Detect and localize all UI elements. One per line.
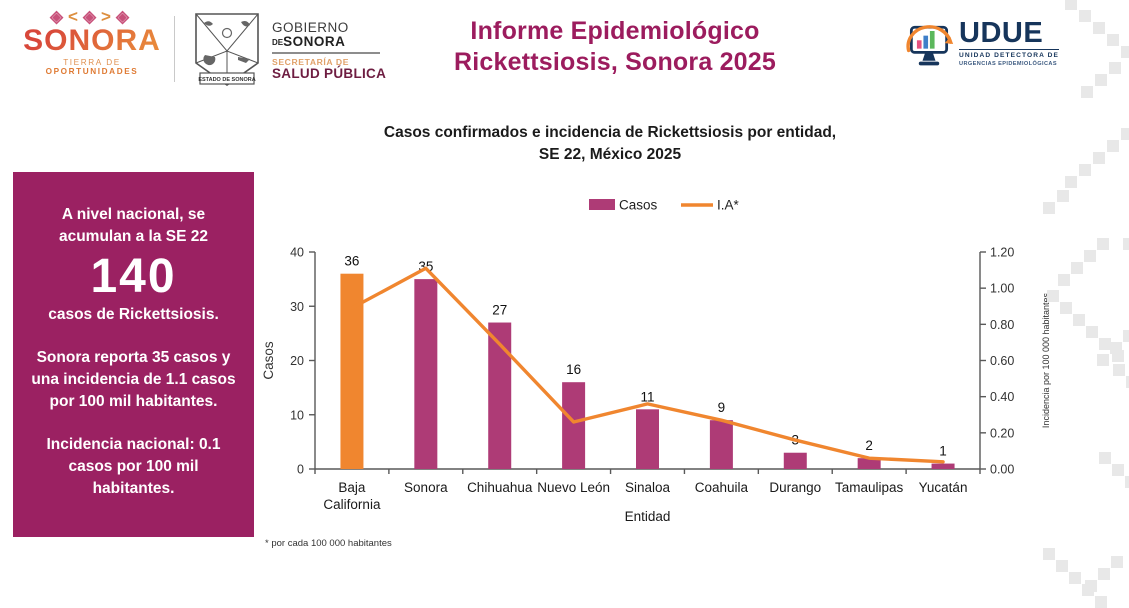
gov-line1: GOBIERNO: [272, 20, 349, 35]
seal-caption: ESTADO DE SONORA: [198, 77, 255, 83]
gov-divider-rule: [272, 52, 380, 55]
svg-text:1: 1: [939, 444, 947, 459]
svg-text:0.80: 0.80: [990, 318, 1014, 332]
brand-tagline: TIERRA DE OPORTUNIDADES: [16, 58, 168, 76]
ornament-glyph: <: [68, 7, 83, 26]
gov-line4: SALUD PÚBLICA: [272, 66, 387, 82]
svg-text:27: 27: [492, 303, 507, 318]
bar-7: [857, 458, 881, 469]
udue-subtitle-line1: UNIDAD DETECTORA DE: [959, 52, 1060, 60]
svg-text:Sinaloa: Sinaloa: [625, 480, 671, 495]
page-title: Informe Epidemiológico Rickettsiosis, So…: [392, 16, 838, 79]
svg-text:0.00: 0.00: [990, 463, 1014, 477]
sonora-state-seal-icon: ESTADO DE SONORA: [195, 13, 259, 86]
diamond-ornament-icon: ◈<◈>◈: [16, 8, 168, 25]
svg-text:Casos: Casos: [261, 341, 276, 380]
svg-text:I.A*: I.A*: [717, 198, 740, 213]
ornament-glyph: ◈: [49, 7, 69, 26]
svg-text:Incidencia por 100 000 habitan: Incidencia por 100 000 habitantes: [1041, 292, 1051, 428]
svg-text:16: 16: [566, 362, 581, 377]
gov-line2-de: DE: [272, 38, 284, 48]
svg-text:30: 30: [290, 300, 304, 314]
bar-0: [340, 273, 364, 469]
svg-text:Nuevo León: Nuevo León: [537, 480, 610, 495]
udue-monitor-icon: [906, 25, 954, 66]
udue-acronym: UDUE: [959, 16, 1044, 49]
ornament-glyph: >: [101, 7, 116, 26]
brand-tagline-bold: OPORTUNIDADES: [45, 66, 139, 76]
bar-3: [562, 382, 586, 469]
chart-title: Casos confirmados e incidencia de Ricket…: [330, 122, 890, 167]
summary-text-4: Incidencia nacional: 0.1 casos por 100 m…: [46, 436, 221, 498]
chart-title-line1: Casos confirmados e incidencia de Ricket…: [383, 124, 837, 141]
svg-text:11: 11: [640, 389, 654, 404]
svg-text:Sonora: Sonora: [404, 480, 448, 495]
udue-subtitle: UNIDAD DETECTORA DE URGENCIAS EPIDEMIOLÓ…: [959, 49, 1060, 68]
gov-line2: DESONORA: [272, 35, 386, 49]
udue-logo: UDUE UNIDAD DETECTORA DE URGENCIAS EPIDE…: [903, 16, 1060, 69]
svg-text:0.60: 0.60: [990, 354, 1014, 368]
gov-line3: SECRETARÍA DE: [272, 57, 350, 68]
svg-text:Entidad: Entidad: [625, 509, 671, 524]
national-summary-panel: A nivel nacional, se acumulan a la SE 22…: [13, 172, 254, 537]
svg-text:Chihuahua: Chihuahua: [467, 480, 533, 495]
svg-text:0.20: 0.20: [990, 426, 1014, 440]
brand-tagline-light: TIERRA DE: [63, 57, 121, 67]
page-title-line1: Informe Epidemiológico: [470, 17, 760, 45]
svg-text:Durango: Durango: [769, 480, 821, 495]
svg-text:40: 40: [290, 246, 304, 260]
incidence-line: [350, 266, 945, 464]
summary-text-1: A nivel nacional, se acumulan a la SE 22: [58, 206, 209, 245]
bar-6: [783, 452, 807, 469]
svg-text:20: 20: [290, 354, 304, 368]
bar-8: [931, 463, 955, 469]
svg-text:* por cada 100 000 habitantes: * por cada 100 000 habitantes: [265, 538, 392, 549]
header-divider: [174, 16, 175, 82]
svg-text:Coahuila: Coahuila: [695, 480, 749, 495]
bar-2: [488, 322, 512, 469]
udue-subtitle-line2: URGENCIAS EPIDEMIOLÓGICAS: [959, 60, 1057, 67]
bar-5: [709, 420, 733, 469]
chart-title-line2: SE 22, México 2025: [538, 146, 682, 164]
svg-text:2: 2: [865, 438, 873, 453]
sonora-brand-logo: ◈<◈>◈ SONORA TIERRA DE OPORTUNIDADES: [16, 8, 168, 76]
svg-text:9: 9: [718, 400, 726, 415]
svg-text:1.20: 1.20: [990, 246, 1014, 260]
svg-text:Baja: Baja: [338, 480, 366, 495]
summary-big-number: 140: [90, 250, 177, 303]
svg-text:0.40: 0.40: [990, 390, 1014, 404]
bar-1: [414, 279, 438, 469]
diamond-pattern-decoration: [1043, 0, 1129, 608]
svg-text:Casos: Casos: [619, 198, 658, 213]
svg-text:1.00: 1.00: [990, 282, 1014, 296]
page-title-line2: Rickettsiosis, Sonora 2025: [453, 48, 776, 77]
government-wordmark: GOBIERNO DESONORA SECRETARÍA DE SALUD PÚ…: [272, 20, 387, 82]
summary-text-3: Sonora reporta 35 casos y una incidencia…: [31, 349, 236, 411]
summary-text-2: casos de Rickettsiosis.: [48, 306, 219, 324]
svg-text:10: 10: [290, 408, 304, 422]
bar-4: [636, 409, 659, 469]
brand-name: SONORA: [16, 25, 168, 57]
svg-text:Tamaulipas: Tamaulipas: [835, 480, 904, 495]
svg-text:California: California: [323, 497, 381, 512]
gov-line2-sonora: SONORA: [283, 34, 346, 50]
svg-text:0: 0: [297, 463, 304, 477]
svg-text:36: 36: [344, 254, 359, 269]
ornament-glyph: ◈: [82, 7, 102, 26]
udue-text: UDUE UNIDAD DETECTORA DE URGENCIAS EPIDE…: [959, 16, 1060, 68]
ornament-glyph: ◈: [115, 7, 135, 26]
svg-text:Yucatán: Yucatán: [919, 480, 968, 495]
